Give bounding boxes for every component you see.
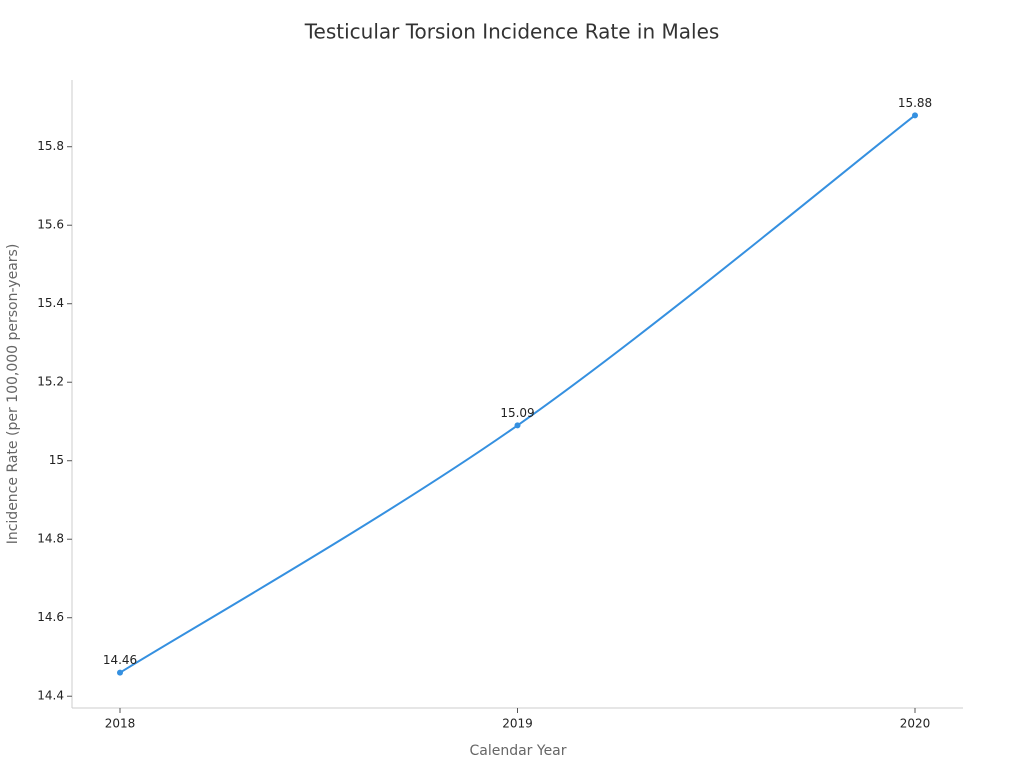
x-tick-label: 2019: [502, 717, 533, 731]
x-axis-label: Calendar Year: [469, 743, 566, 759]
x-tick-label: 2018: [105, 717, 136, 731]
data-label: 15.09: [500, 406, 534, 420]
point: [514, 422, 521, 429]
y-tick-label: 15.4: [37, 296, 64, 310]
y-tick-label: 15: [49, 453, 64, 467]
y-tick-label: 14.4: [37, 689, 64, 703]
y-tick-label: 15.2: [37, 375, 64, 389]
y-tick-label: 15.6: [37, 218, 64, 232]
x-tick-label: 2020: [900, 717, 931, 731]
point: [117, 669, 123, 676]
point: [912, 112, 918, 119]
series-line: [119, 114, 916, 674]
data-label: 14.46: [103, 653, 137, 667]
chart-title: Testicular Torsion Incidence Rate in Mal…: [304, 20, 720, 44]
y-tick-label: 14.6: [37, 610, 64, 624]
y-axis-label: Incidence Rate (per 100,000 person-years…: [5, 244, 21, 545]
y-tick-label: 15.8: [37, 139, 64, 153]
y-tick-label: 14.8: [37, 532, 64, 546]
data-label: 15.88: [898, 96, 932, 110]
